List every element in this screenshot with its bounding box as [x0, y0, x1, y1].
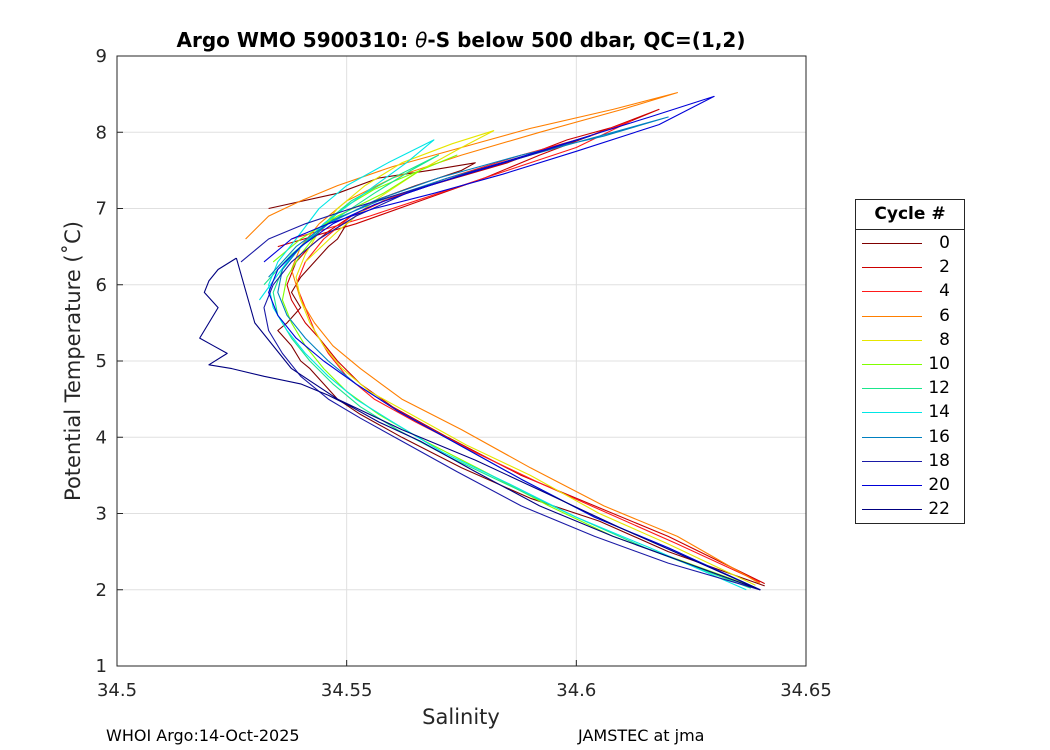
legend-label: 14	[928, 402, 950, 423]
x-tick-label: 34.55	[321, 680, 373, 701]
legend-item-cycle-22: 22	[856, 498, 964, 522]
legend-label: 0	[939, 233, 950, 253]
y-tick-label: 9	[96, 46, 107, 67]
y-tick-label: 3	[96, 504, 107, 525]
x-tick-label: 34.65	[780, 680, 832, 701]
y-tick-label: 2	[96, 580, 107, 601]
y-tick-label: 8	[96, 122, 107, 143]
legend-item-cycle-16: 16	[856, 426, 964, 450]
y-tick-label: 5	[96, 351, 107, 372]
legend-item-cycle-4: 4	[856, 280, 964, 304]
legend-label: 2	[939, 257, 950, 278]
y-tick-label: 1	[96, 656, 107, 677]
footer-right: JAMSTEC at jma	[578, 726, 705, 745]
legend-label: 6	[939, 305, 950, 326]
legend-item-cycle-14: 14	[856, 401, 964, 425]
legend-item-cycle-18: 18	[856, 450, 964, 474]
legend-item-cycle-0: 0	[856, 232, 964, 256]
legend-item-cycle-12: 12	[856, 377, 964, 401]
series-line-cycle-22	[199, 257, 761, 591]
legend-swatch	[862, 485, 922, 486]
legend-item-cycle-8: 8	[856, 329, 964, 353]
legend-swatch	[862, 315, 922, 317]
x-axis-label: Salinity	[422, 705, 500, 729]
series-line-cycle-12	[263, 154, 752, 589]
legend-swatch	[862, 291, 922, 293]
legend-item-cycle-10: 10	[856, 353, 964, 377]
legend-swatch	[862, 364, 922, 365]
x-tick-label: 34.6	[556, 680, 596, 701]
legend-label: 4	[939, 281, 950, 302]
legend-item-cycle-20: 20	[856, 474, 964, 498]
series-line-cycle-14	[258, 139, 747, 591]
legend-swatch	[862, 388, 922, 390]
y-tick-label: 4	[96, 427, 107, 448]
title-prefix: Argo WMO 5900310:	[177, 28, 416, 52]
legend-swatch	[862, 339, 922, 341]
title-suffix: -S below 500 dbar, QC=(1,2)	[427, 28, 745, 52]
legend-label: 18	[928, 450, 950, 471]
legend-swatch	[862, 436, 922, 438]
legend-label: 8	[939, 329, 950, 350]
legend-swatch	[862, 460, 922, 462]
axis-ticks: 34.5 34.55 34.6 34.65 1 2 3 4 5 6 7 8 9	[96, 46, 832, 701]
legend-label: 16	[928, 426, 950, 447]
legend-label: 22	[928, 499, 950, 520]
series-layer	[199, 92, 765, 591]
legend-label: 10	[928, 354, 950, 374]
series-line-cycle-0	[268, 162, 765, 587]
chart-title: Argo WMO 5900310: θ-S below 500 dbar, QC…	[177, 28, 746, 52]
legend-divider	[856, 229, 964, 230]
legend: Cycle # 0 2 4 6 8 10 12 14 16 18 20 22	[855, 199, 965, 524]
legend-label: 12	[928, 378, 950, 399]
legend-item-cycle-2: 2	[856, 256, 964, 280]
footer-left: WHOI Argo:14-Oct-2025	[106, 726, 300, 745]
legend-item-cycle-6: 6	[856, 305, 964, 329]
title-theta: θ	[415, 28, 427, 52]
legend-swatch	[862, 243, 922, 244]
y-axis-label: Potential Temperature (˚C)	[61, 221, 85, 501]
legend-swatch	[862, 509, 922, 511]
legend-swatch	[862, 412, 922, 414]
legend-swatch	[862, 267, 922, 269]
series-line-cycle-8	[295, 130, 756, 586]
series-line-cycle-20	[263, 95, 761, 591]
y-tick-label: 7	[96, 199, 107, 220]
legend-label: 20	[928, 475, 950, 495]
x-tick-label: 34.5	[97, 680, 137, 701]
legend-title: Cycle #	[874, 204, 946, 224]
series-line-cycle-18	[240, 135, 761, 591]
grid-lines	[116, 55, 807, 667]
y-tick-label: 6	[96, 275, 107, 296]
